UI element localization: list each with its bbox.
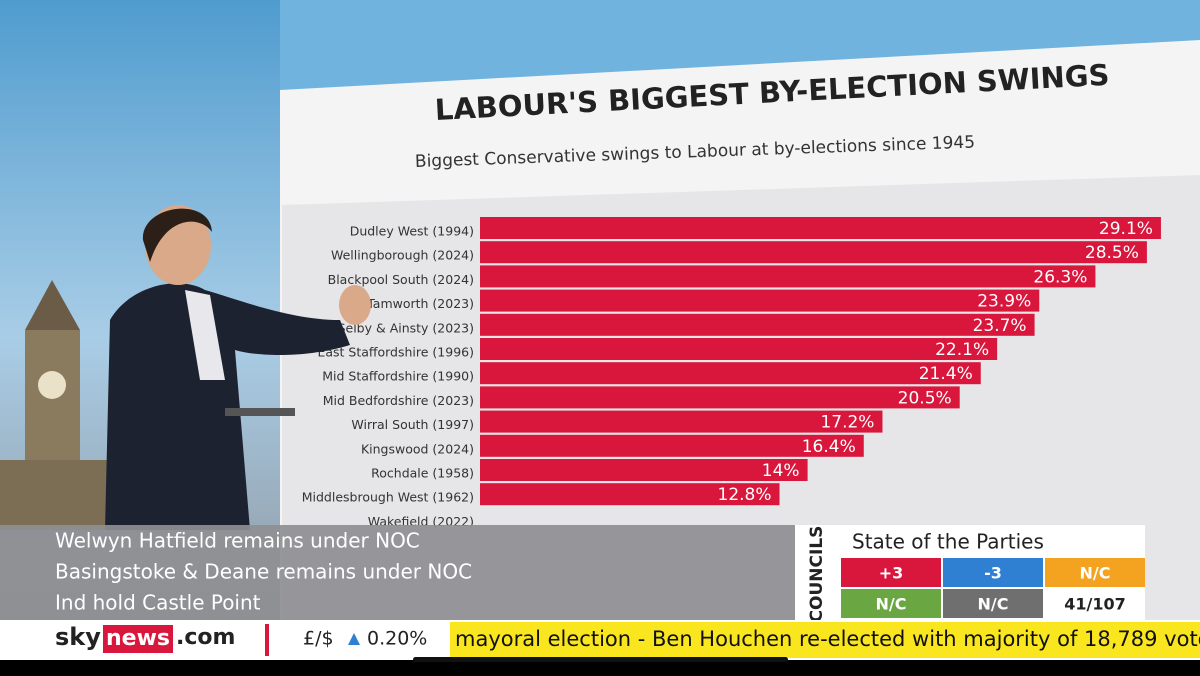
category-label: Blackpool South (2024) <box>328 272 474 287</box>
council-cell-text: +3 <box>879 564 904 583</box>
scroll-text: mayoral election - Ben Houchen re-electe… <box>455 627 1200 651</box>
headline: Ind hold Castle Point <box>55 591 261 615</box>
brand-news: news <box>106 626 170 651</box>
separator <box>265 624 269 656</box>
bar <box>480 241 1147 264</box>
council-cell-text: -3 <box>984 564 1002 583</box>
value-label: 14% <box>762 461 800 481</box>
council-cell <box>943 558 1043 587</box>
bar <box>480 362 981 385</box>
value-label: 23.7% <box>973 316 1027 336</box>
bar <box>480 410 883 433</box>
council-cell <box>943 589 1043 618</box>
category-label: Wirral South (1997) <box>351 417 474 432</box>
value-label: 29.1% <box>1099 219 1153 239</box>
value-label: 23.9% <box>977 292 1031 312</box>
council-cell <box>841 589 941 618</box>
brand-news-box <box>103 625 173 653</box>
category-label: Dudley West (1994) <box>350 224 474 239</box>
bar <box>480 483 780 506</box>
value-label: 12.8% <box>718 485 772 505</box>
presenter <box>105 205 371 530</box>
value-label: 21.4% <box>919 364 973 384</box>
value-label: 20.5% <box>898 388 952 408</box>
bar <box>480 338 998 360</box>
value-label: 22.1% <box>935 340 989 360</box>
value-label: 26.3% <box>1033 267 1087 287</box>
council-cells: +3 -3 N/C N/C N/C 41/107 <box>841 558 1145 618</box>
category-label: Wellingborough (2024) <box>331 248 474 263</box>
council-cell <box>1045 589 1145 618</box>
market-change: 0.20% <box>367 628 427 650</box>
council-cell-text: N/C <box>876 595 907 614</box>
bar <box>480 289 1040 312</box>
council-cell <box>1045 558 1145 587</box>
up-arrow <box>348 633 360 645</box>
value-label: 17.2% <box>820 413 874 433</box>
category-label: East Staffordshire (1996) <box>317 345 474 360</box>
value-label: 16.4% <box>802 437 856 457</box>
home-indicator <box>413 657 788 662</box>
councils-title: State of the Parties <box>852 530 1044 554</box>
category-label: Selby & Ainsty (2023) <box>338 320 474 335</box>
market-label: £/$ <box>303 628 334 650</box>
headlines: Welwyn Hatfield remains under NOC Basings… <box>55 529 472 615</box>
category-label: Tamworth (2023) <box>366 296 474 311</box>
brand-com: .com <box>176 625 235 650</box>
brand-sky: sky <box>55 623 101 651</box>
category-label: Mid Bedfordshire (2023) <box>323 393 474 408</box>
category-label: Mid Staffordshire (1990) <box>322 369 474 384</box>
councils-label: COUNCILS <box>807 526 827 623</box>
bar <box>480 265 1096 288</box>
bar <box>480 459 808 481</box>
headline-band <box>0 525 795 620</box>
headline: Welwyn Hatfield remains under NOC <box>55 529 420 553</box>
bar <box>480 434 864 457</box>
bar <box>480 386 960 409</box>
council-cell-text: 41/107 <box>1064 595 1126 614</box>
category-label: Middlesbrough West (1962) <box>302 490 474 505</box>
bar <box>480 217 1161 239</box>
bottom-strip <box>0 660 1200 676</box>
headline: Basingstoke & Deane remains under NOC <box>55 560 472 584</box>
category-label: Kingswood (2024) <box>361 441 474 456</box>
value-label: 28.5% <box>1085 243 1139 263</box>
council-cell-text: N/C <box>978 595 1009 614</box>
category-label: Rochdale (1958) <box>371 466 474 481</box>
council-cell-text: N/C <box>1080 564 1111 583</box>
scroll-band <box>450 622 1200 658</box>
council-cell <box>841 558 941 587</box>
bar <box>480 313 1035 336</box>
